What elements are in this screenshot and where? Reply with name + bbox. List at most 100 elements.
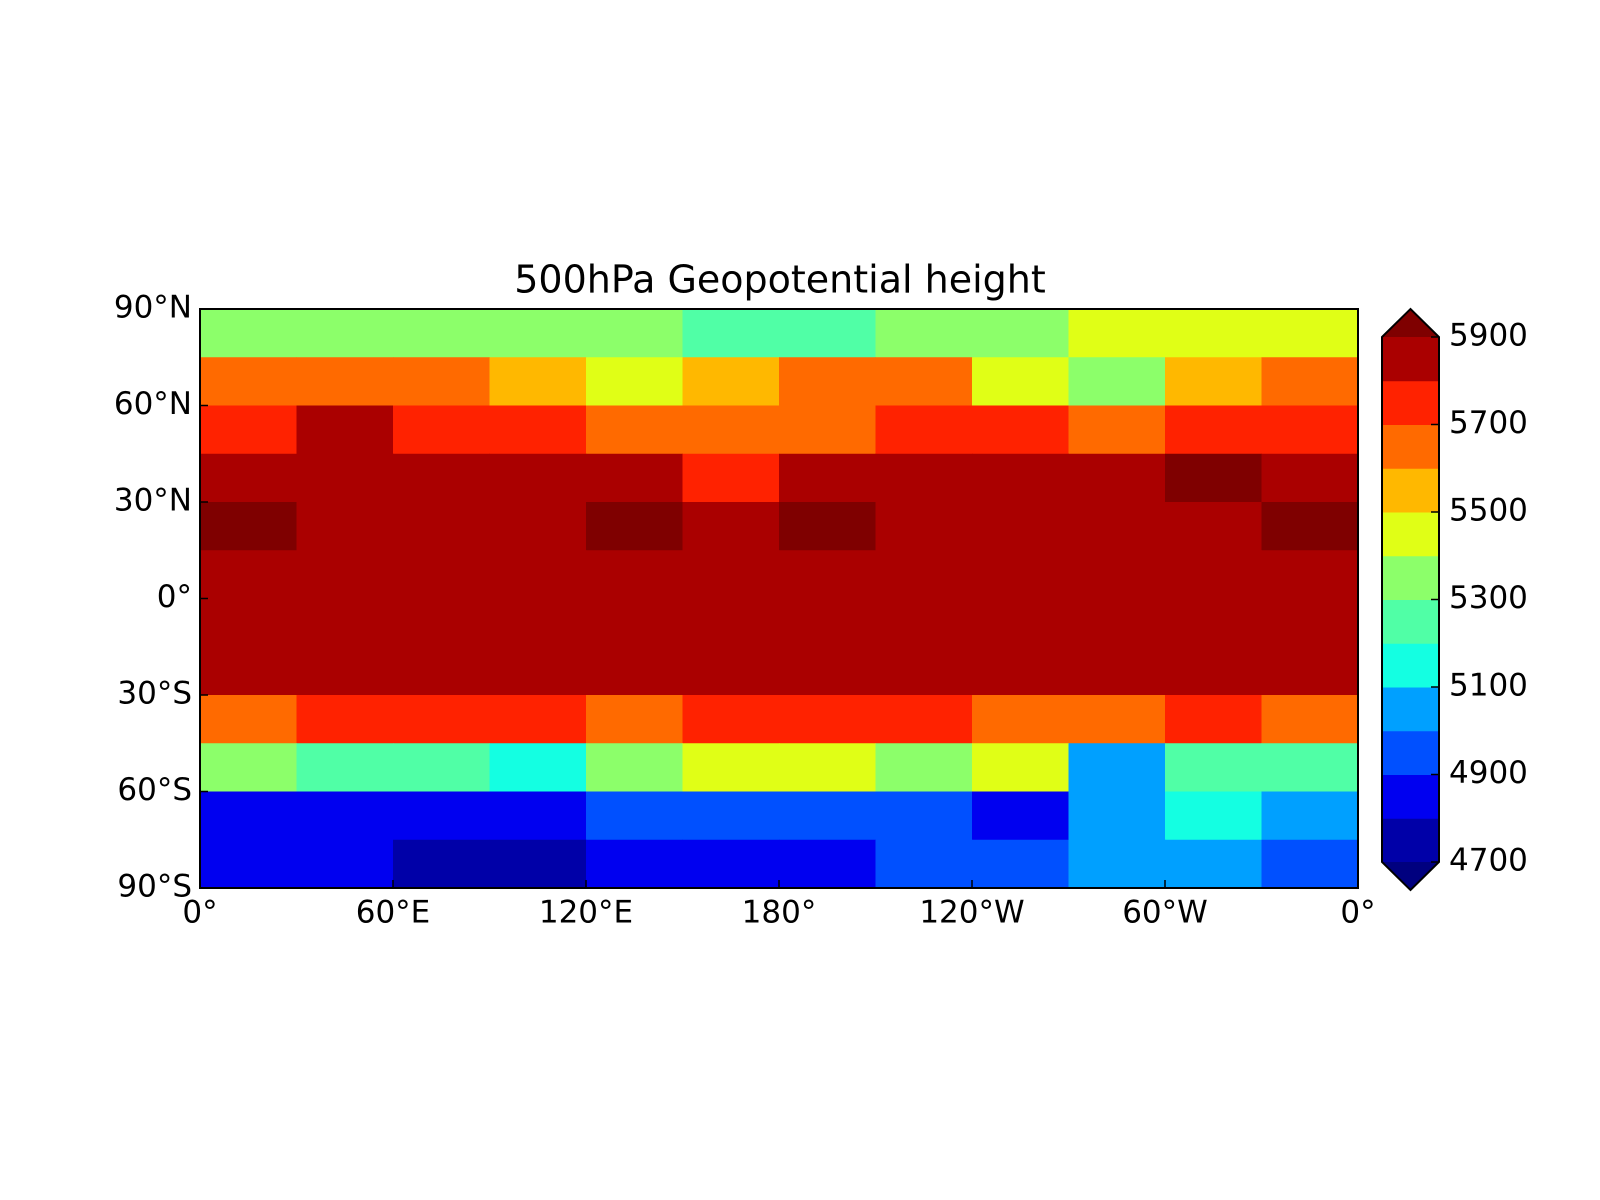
field-cell xyxy=(972,598,1069,648)
colorbar-tick-label: 4900 xyxy=(1449,755,1528,791)
field-cell xyxy=(489,309,587,358)
field-cell xyxy=(779,839,876,889)
colorbar-segment xyxy=(1382,730,1439,775)
colorbar-segment xyxy=(1382,555,1439,600)
field-cell xyxy=(682,405,780,455)
field-cell xyxy=(200,839,297,889)
field-cell xyxy=(682,791,780,841)
y-tick-label: 0° xyxy=(157,579,192,615)
field-cell xyxy=(393,357,490,406)
colorbar-segment xyxy=(1382,599,1439,644)
field-cell xyxy=(489,550,587,599)
field-cell xyxy=(393,839,490,889)
field-cell xyxy=(489,502,587,551)
field-cell xyxy=(393,502,490,551)
field-cell xyxy=(200,695,297,744)
field-cell xyxy=(1068,405,1166,455)
field-cell xyxy=(586,502,683,551)
field-cell xyxy=(1165,743,1262,792)
field-cell xyxy=(489,791,587,841)
field-cell xyxy=(393,598,490,648)
field-cell xyxy=(296,502,394,551)
field-cell xyxy=(972,357,1069,406)
x-tick-label: 60°E xyxy=(356,895,431,931)
field-cell xyxy=(1068,791,1166,841)
field-cell xyxy=(1068,743,1166,792)
field-cell xyxy=(875,791,973,841)
field-cell xyxy=(1068,309,1166,358)
colorbar-tick-label: 5100 xyxy=(1449,668,1528,704)
field-cell xyxy=(1261,453,1359,503)
field-cell xyxy=(972,309,1069,358)
field-cell xyxy=(586,839,683,889)
colorbar-segment xyxy=(1382,424,1439,469)
field-cell xyxy=(586,598,683,648)
field-cell xyxy=(393,743,490,792)
field-cell xyxy=(586,550,683,599)
field-cell xyxy=(972,695,1069,744)
field-cell xyxy=(1165,405,1262,455)
field-cell xyxy=(1261,502,1359,551)
y-tick-label: 60°N xyxy=(114,386,192,422)
y-tick-label: 30°S xyxy=(117,676,192,712)
x-tick-label: 0° xyxy=(1340,895,1375,931)
field-cell xyxy=(1261,550,1359,599)
field-cell xyxy=(393,791,490,841)
field-cell xyxy=(1261,357,1359,406)
field-cell xyxy=(586,695,683,744)
field-cell xyxy=(489,405,587,455)
field-cell xyxy=(682,502,780,551)
field-cell xyxy=(875,743,973,792)
field-cell xyxy=(296,598,394,648)
field-cell xyxy=(200,598,297,648)
field-cell xyxy=(1165,791,1262,841)
field-cell xyxy=(1068,453,1166,503)
field-cell xyxy=(1165,502,1262,551)
field-cell xyxy=(1261,646,1359,696)
field-cell xyxy=(296,453,394,503)
field-cell xyxy=(779,646,876,696)
field-cell xyxy=(296,309,394,358)
field-cell xyxy=(875,646,973,696)
field-cell xyxy=(200,550,297,599)
field-cell xyxy=(489,453,587,503)
colorbar-segment xyxy=(1382,643,1439,688)
field-cell xyxy=(779,550,876,599)
field-cell xyxy=(489,743,587,792)
field-cell xyxy=(875,695,973,744)
field-cell xyxy=(200,357,297,406)
colorbar-segment xyxy=(1382,380,1439,425)
field-cell xyxy=(200,309,297,358)
field-cell xyxy=(779,743,876,792)
field-cell xyxy=(972,839,1069,889)
field-cell xyxy=(1261,743,1359,792)
field-cell xyxy=(972,550,1069,599)
field-cell xyxy=(586,357,683,406)
colorbar-segment xyxy=(1382,774,1439,819)
field-cell xyxy=(1261,309,1359,358)
field-cell xyxy=(682,598,780,648)
field-cell xyxy=(1165,357,1262,406)
field-cell xyxy=(875,309,973,358)
field-cell xyxy=(296,695,394,744)
field-cell xyxy=(296,550,394,599)
field-cell xyxy=(1261,839,1359,889)
field-cell xyxy=(972,502,1069,551)
colorbar-tick-label: 5900 xyxy=(1449,318,1528,354)
field-cell xyxy=(779,791,876,841)
field-cell xyxy=(1068,695,1166,744)
x-tick-label: 60°W xyxy=(1122,895,1208,931)
colorbar-tick-label: 5500 xyxy=(1449,493,1528,529)
field-cell xyxy=(586,453,683,503)
field xyxy=(200,309,1359,889)
field-cell xyxy=(489,357,587,406)
chart-title: 500hPa Geopotential height xyxy=(514,258,1046,302)
x-tick-label: 120°E xyxy=(539,895,633,931)
field-cell xyxy=(489,695,587,744)
x-tick-label: 180° xyxy=(742,895,817,931)
field-cell xyxy=(1068,646,1166,696)
field-cell xyxy=(1165,453,1262,503)
field-cell xyxy=(1068,550,1166,599)
field-cell xyxy=(200,502,297,551)
